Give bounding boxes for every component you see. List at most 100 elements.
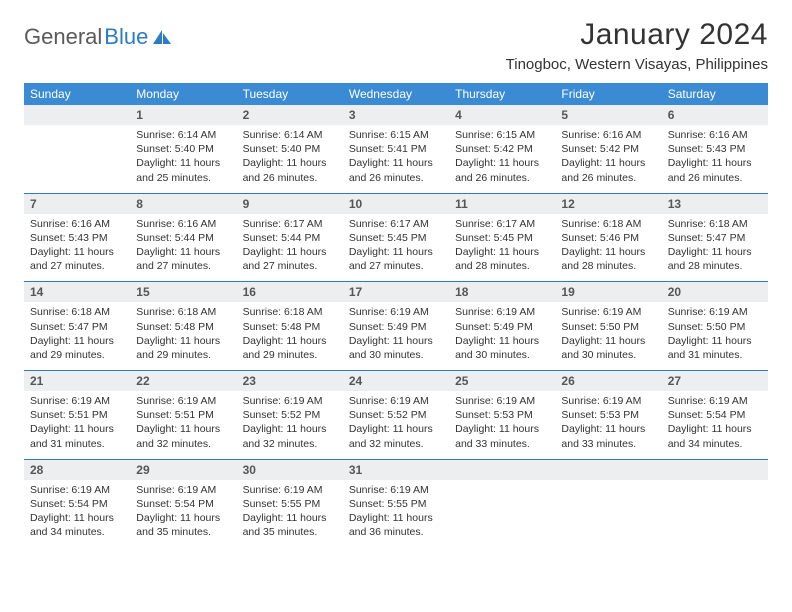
daylight-line1: Daylight: 11 hours — [561, 334, 655, 348]
daylight-line2: and 27 minutes. — [30, 259, 124, 273]
sunrise-text: Sunrise: 6:19 AM — [30, 483, 124, 497]
day-number-cell: 15 — [130, 282, 236, 302]
day-detail-cell: Sunrise: 6:19 AMSunset: 5:52 PMDaylight:… — [343, 391, 449, 459]
daylight-line1: Daylight: 11 hours — [668, 422, 762, 436]
day-detail-cell: Sunrise: 6:19 AMSunset: 5:50 PMDaylight:… — [662, 302, 768, 370]
sunset-text: Sunset: 5:50 PM — [561, 320, 655, 334]
daylight-line1: Daylight: 11 hours — [30, 511, 124, 525]
sunset-text: Sunset: 5:44 PM — [136, 231, 230, 245]
sunset-text: Sunset: 5:46 PM — [561, 231, 655, 245]
day-detail-row: Sunrise: 6:18 AMSunset: 5:47 PMDaylight:… — [24, 302, 768, 370]
day-detail-row: Sunrise: 6:19 AMSunset: 5:51 PMDaylight:… — [24, 391, 768, 459]
weekday-header-row: Sunday Monday Tuesday Wednesday Thursday… — [24, 83, 768, 105]
sunrise-text: Sunrise: 6:18 AM — [561, 217, 655, 231]
day-number-cell: 22 — [130, 371, 236, 391]
sail-icon — [152, 29, 172, 45]
daylight-line2: and 34 minutes. — [668, 437, 762, 451]
day-number-cell: 4 — [449, 105, 555, 125]
sunrise-text: Sunrise: 6:19 AM — [136, 394, 230, 408]
daylight-line1: Daylight: 11 hours — [243, 334, 337, 348]
daylight-line2: and 32 minutes. — [136, 437, 230, 451]
day-number-cell: 7 — [24, 194, 130, 214]
daylight-line1: Daylight: 11 hours — [349, 422, 443, 436]
daylight-line1: Daylight: 11 hours — [243, 511, 337, 525]
sunrise-text: Sunrise: 6:17 AM — [243, 217, 337, 231]
day-number-row: 123456 — [24, 105, 768, 125]
daylight-line2: and 27 minutes. — [349, 259, 443, 273]
sunrise-text: Sunrise: 6:16 AM — [561, 128, 655, 142]
sunset-text: Sunset: 5:51 PM — [30, 408, 124, 422]
daylight-line2: and 32 minutes. — [243, 437, 337, 451]
day-detail-cell: Sunrise: 6:17 AMSunset: 5:44 PMDaylight:… — [237, 214, 343, 282]
weekday-wednesday: Wednesday — [343, 83, 449, 105]
day-detail-cell: Sunrise: 6:19 AMSunset: 5:54 PMDaylight:… — [24, 480, 130, 548]
daylight-line1: Daylight: 11 hours — [136, 156, 230, 170]
day-number-cell: 29 — [130, 460, 236, 480]
daylight-line1: Daylight: 11 hours — [455, 245, 549, 259]
daylight-line1: Daylight: 11 hours — [136, 245, 230, 259]
daylight-line1: Daylight: 11 hours — [30, 422, 124, 436]
sunset-text: Sunset: 5:54 PM — [30, 497, 124, 511]
day-detail-cell: Sunrise: 6:19 AMSunset: 5:53 PMDaylight:… — [555, 391, 661, 459]
day-number-cell: 30 — [237, 460, 343, 480]
sunset-text: Sunset: 5:48 PM — [243, 320, 337, 334]
day-detail-cell: Sunrise: 6:18 AMSunset: 5:48 PMDaylight:… — [130, 302, 236, 370]
daylight-line1: Daylight: 11 hours — [136, 511, 230, 525]
day-number-cell: 1 — [130, 105, 236, 125]
sunrise-text: Sunrise: 6:19 AM — [136, 483, 230, 497]
daylight-line1: Daylight: 11 hours — [668, 245, 762, 259]
daylight-line2: and 26 minutes. — [455, 171, 549, 185]
day-detail-cell: Sunrise: 6:19 AMSunset: 5:49 PMDaylight:… — [449, 302, 555, 370]
day-number-row: 14151617181920 — [24, 282, 768, 302]
sunrise-text: Sunrise: 6:18 AM — [30, 305, 124, 319]
daylight-line2: and 31 minutes. — [668, 348, 762, 362]
daylight-line2: and 35 minutes. — [243, 525, 337, 539]
weekday-saturday: Saturday — [662, 83, 768, 105]
month-title: January 2024 — [506, 18, 768, 52]
daylight-line2: and 28 minutes. — [561, 259, 655, 273]
daylight-line1: Daylight: 11 hours — [136, 334, 230, 348]
day-number-cell: 5 — [555, 105, 661, 125]
day-detail-cell: Sunrise: 6:19 AMSunset: 5:54 PMDaylight:… — [662, 391, 768, 459]
daylight-line1: Daylight: 11 hours — [243, 245, 337, 259]
sunset-text: Sunset: 5:42 PM — [561, 142, 655, 156]
day-detail-cell: Sunrise: 6:19 AMSunset: 5:54 PMDaylight:… — [130, 480, 236, 548]
sunset-text: Sunset: 5:55 PM — [349, 497, 443, 511]
sunrise-text: Sunrise: 6:19 AM — [455, 305, 549, 319]
daylight-line2: and 30 minutes. — [349, 348, 443, 362]
sunset-text: Sunset: 5:53 PM — [455, 408, 549, 422]
sunrise-text: Sunrise: 6:18 AM — [136, 305, 230, 319]
daylight-line1: Daylight: 11 hours — [455, 422, 549, 436]
weekday-friday: Friday — [555, 83, 661, 105]
day-detail-cell: Sunrise: 6:19 AMSunset: 5:49 PMDaylight:… — [343, 302, 449, 370]
day-number-cell: 28 — [24, 460, 130, 480]
day-number-cell: 10 — [343, 194, 449, 214]
day-number-cell — [555, 460, 661, 480]
daylight-line2: and 33 minutes. — [455, 437, 549, 451]
sunset-text: Sunset: 5:49 PM — [455, 320, 549, 334]
day-number-cell: 27 — [662, 371, 768, 391]
day-number-row: 28293031 — [24, 460, 768, 480]
sunrise-text: Sunrise: 6:19 AM — [349, 483, 443, 497]
day-detail-cell: Sunrise: 6:18 AMSunset: 5:47 PMDaylight:… — [662, 214, 768, 282]
daylight-line1: Daylight: 11 hours — [243, 422, 337, 436]
day-detail-cell: Sunrise: 6:19 AMSunset: 5:55 PMDaylight:… — [237, 480, 343, 548]
daylight-line1: Daylight: 11 hours — [455, 156, 549, 170]
daylight-line2: and 28 minutes. — [668, 259, 762, 273]
daylight-line1: Daylight: 11 hours — [30, 245, 124, 259]
title-block: January 2024 Tinogboc, Western Visayas, … — [506, 18, 768, 73]
daylight-line1: Daylight: 11 hours — [136, 422, 230, 436]
sunset-text: Sunset: 5:40 PM — [136, 142, 230, 156]
sunrise-text: Sunrise: 6:19 AM — [349, 394, 443, 408]
daylight-line2: and 26 minutes. — [243, 171, 337, 185]
sunset-text: Sunset: 5:47 PM — [30, 320, 124, 334]
daylight-line2: and 28 minutes. — [455, 259, 549, 273]
weekday-thursday: Thursday — [449, 83, 555, 105]
daylight-line1: Daylight: 11 hours — [668, 156, 762, 170]
daylight-line2: and 35 minutes. — [136, 525, 230, 539]
sunrise-text: Sunrise: 6:19 AM — [561, 305, 655, 319]
sunset-text: Sunset: 5:54 PM — [668, 408, 762, 422]
sunrise-text: Sunrise: 6:18 AM — [668, 217, 762, 231]
daylight-line1: Daylight: 11 hours — [30, 334, 124, 348]
sunrise-text: Sunrise: 6:19 AM — [561, 394, 655, 408]
